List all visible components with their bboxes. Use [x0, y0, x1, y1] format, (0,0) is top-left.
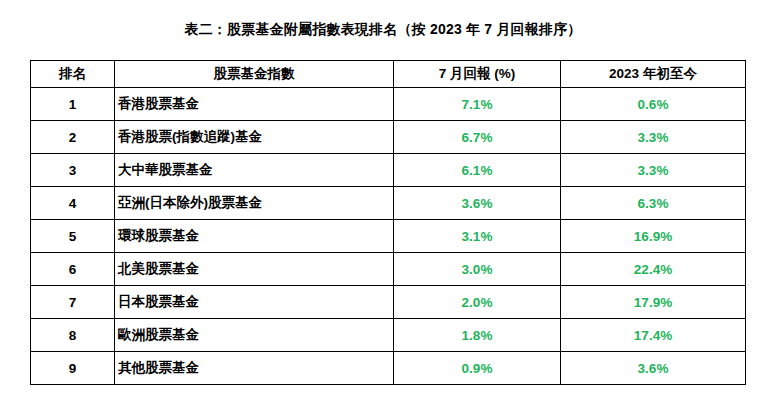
july-return-cell: 3.6%	[394, 187, 561, 220]
ytd-return-cell: 3.3%	[561, 154, 746, 187]
july-return-cell: 1.8%	[394, 319, 561, 352]
ytd-return-cell: 0.6%	[561, 88, 746, 121]
july-return-cell: 6.1%	[394, 154, 561, 187]
fund-name-cell: 日本股票基金	[115, 286, 394, 319]
fund-name-cell: 香港股票基金	[115, 88, 394, 121]
rank-cell: 1	[31, 88, 115, 121]
rank-cell: 9	[31, 352, 115, 385]
ytd-return-cell: 6.3%	[561, 187, 746, 220]
table-header-row: 排名 股票基金指數 7 月回報 (%) 2023 年初至今	[31, 61, 746, 88]
table-row: 7 日本股票基金 2.0% 17.9%	[31, 286, 746, 319]
table-row: 3 大中華股票基金 6.1% 3.3%	[31, 154, 746, 187]
fund-name-cell: 亞洲(日本除外)股票基金	[115, 187, 394, 220]
table-row: 2 香港股票(指數追蹤)基金 6.7% 3.3%	[31, 121, 746, 154]
header-fund-index: 股票基金指數	[115, 61, 394, 88]
table-row: 1 香港股票基金 7.1% 0.6%	[31, 88, 746, 121]
fund-name-cell: 大中華股票基金	[115, 154, 394, 187]
ytd-return-cell: 22.4%	[561, 253, 746, 286]
ytd-return-cell: 3.3%	[561, 121, 746, 154]
fund-name-cell: 北美股票基金	[115, 253, 394, 286]
rank-cell: 4	[31, 187, 115, 220]
july-return-cell: 2.0%	[394, 286, 561, 319]
rank-cell: 2	[31, 121, 115, 154]
rank-cell: 3	[31, 154, 115, 187]
header-ytd-return: 2023 年初至今	[561, 61, 746, 88]
fund-name-cell: 歐洲股票基金	[115, 319, 394, 352]
fund-name-cell: 環球股票基金	[115, 220, 394, 253]
page-title: 表二：股票基金附屬指數表現排名（按 2023 年 7 月回報排序）	[0, 21, 766, 39]
july-return-cell: 6.7%	[394, 121, 561, 154]
rank-cell: 6	[31, 253, 115, 286]
rank-cell: 7	[31, 286, 115, 319]
fund-ranking-table: 排名 股票基金指數 7 月回報 (%) 2023 年初至今 1 香港股票基金 7…	[30, 60, 746, 385]
ytd-return-cell: 17.4%	[561, 319, 746, 352]
table-row: 6 北美股票基金 3.0% 22.4%	[31, 253, 746, 286]
ytd-return-cell: 3.6%	[561, 352, 746, 385]
table-row: 9 其他股票基金 0.9% 3.6%	[31, 352, 746, 385]
july-return-cell: 0.9%	[394, 352, 561, 385]
ytd-return-cell: 17.9%	[561, 286, 746, 319]
header-rank: 排名	[31, 61, 115, 88]
july-return-cell: 7.1%	[394, 88, 561, 121]
july-return-cell: 3.1%	[394, 220, 561, 253]
fund-name-cell: 其他股票基金	[115, 352, 394, 385]
rank-cell: 8	[31, 319, 115, 352]
table-row: 4 亞洲(日本除外)股票基金 3.6% 6.3%	[31, 187, 746, 220]
july-return-cell: 3.0%	[394, 253, 561, 286]
table-row: 5 環球股票基金 3.1% 16.9%	[31, 220, 746, 253]
rank-cell: 5	[31, 220, 115, 253]
fund-name-cell: 香港股票(指數追蹤)基金	[115, 121, 394, 154]
ytd-return-cell: 16.9%	[561, 220, 746, 253]
header-july-return: 7 月回報 (%)	[394, 61, 561, 88]
table-row: 8 歐洲股票基金 1.8% 17.4%	[31, 319, 746, 352]
